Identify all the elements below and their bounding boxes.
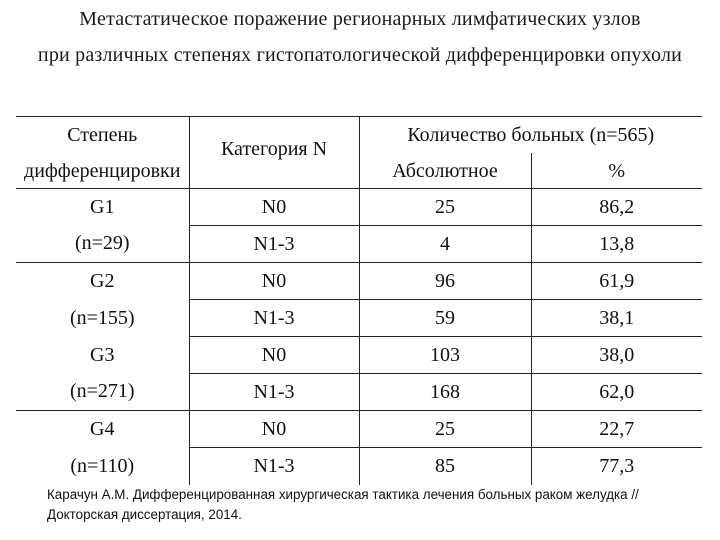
- category-g2-n0: N0: [189, 262, 360, 300]
- title-line-1: Метастатическое поражение регионарных ли…: [79, 8, 641, 30]
- percent-g4-n0: 22,7: [531, 410, 702, 448]
- absolute-g4-n13: 85: [359, 447, 532, 485]
- absolute-g1-n0: 25: [359, 188, 532, 226]
- grade-label-g4: G4: [16, 410, 190, 448]
- percent-g2-n13: 38,1: [531, 299, 702, 337]
- category-g4-n0: N0: [189, 410, 360, 448]
- absolute-g1-n13: 4: [359, 225, 532, 263]
- absolute-g2-n0: 96: [359, 262, 532, 300]
- percent-g3-n0: 38,0: [531, 336, 702, 374]
- header-category: Категория N: [220, 137, 328, 160]
- grade-label-g3: G3: [16, 336, 190, 374]
- percent-g2-n0: 61,9: [531, 262, 702, 300]
- percent-g4-n13: 77,3: [599, 454, 635, 477]
- category-g1-n0: N0: [189, 188, 360, 226]
- citation: Карачун А.М. Дифференцированная хирургич…: [47, 485, 707, 525]
- header-absolute-cell: Абсолютное: [359, 152, 532, 189]
- citation-line-2: Докторская диссертация, 2014.: [47, 507, 242, 522]
- metastasis-table: Степень дифференцировки Категория N Коли…: [16, 116, 702, 485]
- percent-g3-n13: 62,0: [531, 373, 702, 411]
- grade-label-g2: G2: [16, 262, 190, 300]
- category-g1-n13: N1-3: [189, 225, 360, 263]
- title-line-2: при различных степенях гистопатологическ…: [37, 44, 683, 66]
- absolute-g4-n0: 25: [359, 410, 532, 448]
- header-category-cell: Категория N: [189, 116, 360, 189]
- header-grade-cell: Степень дифференцировки: [16, 116, 190, 189]
- grade-n-g3: (n=271): [16, 373, 190, 411]
- category-g3-n13: N1-3: [189, 373, 360, 411]
- header-count-group: Количество больных (n=565): [407, 123, 655, 146]
- absolute-g3-n13: 168: [359, 373, 532, 411]
- category-g3-n0: N0: [189, 336, 360, 374]
- header-grade-line-2: дифференцировки: [24, 159, 181, 182]
- header-grade-line-1: Степень: [67, 123, 138, 146]
- header-absolute: Абсолютное: [392, 159, 498, 182]
- percent-g1-n13: 13,8: [531, 225, 702, 263]
- header-percent-cell: %: [531, 152, 702, 189]
- header-count-group-cell: Количество больных (n=565): [359, 116, 702, 153]
- category-g2-n13: N1-3: [189, 299, 360, 337]
- absolute-g2-n13: 59: [359, 299, 532, 337]
- absolute-g3-n0: 103: [359, 336, 532, 374]
- percent-g1-n0: 86,2: [531, 188, 702, 226]
- citation-line-1: Карачун А.М. Дифференцированная хирургич…: [47, 487, 639, 502]
- grade-n-g4: (n=110): [16, 447, 190, 485]
- header-percent: %: [608, 159, 626, 182]
- grade-n-g2: (n=155): [16, 299, 190, 337]
- grade-label-g1: G1: [16, 188, 190, 226]
- category-g4-n13: N1-3: [189, 447, 360, 485]
- grade-n-g1: (n=29): [16, 225, 190, 263]
